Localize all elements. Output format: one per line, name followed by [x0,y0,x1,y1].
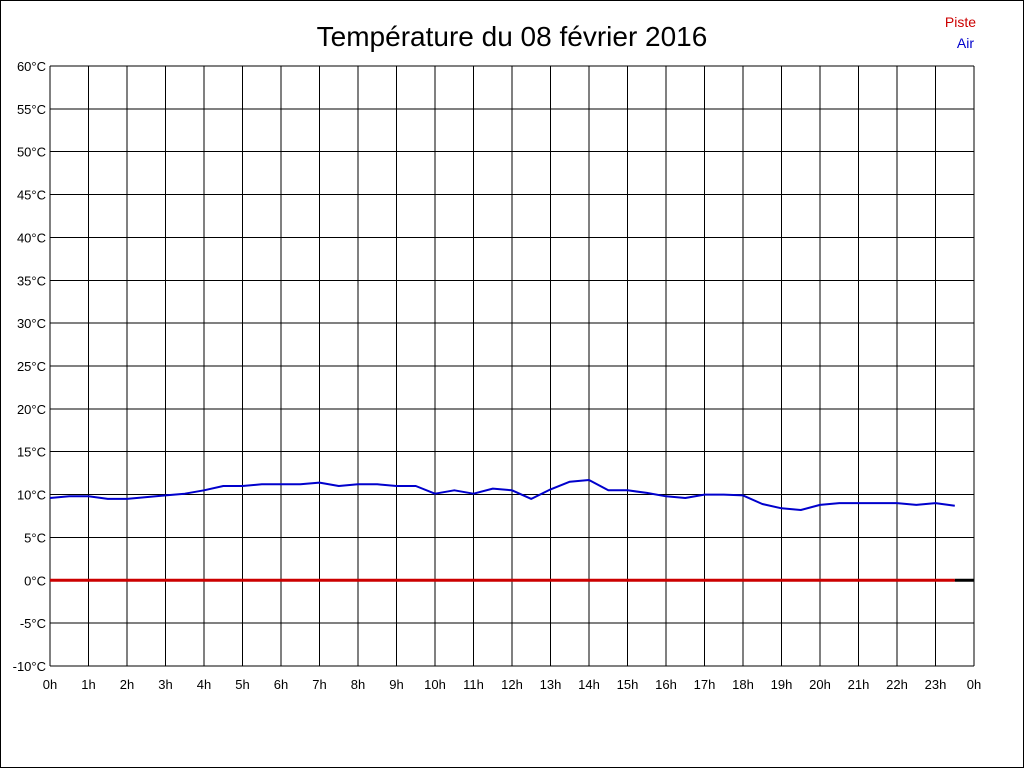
x-tick-label: 7h [312,677,326,692]
y-tick-label: -10°C [13,659,46,674]
y-tick-label: 5°C [24,530,46,545]
y-tick-label: 15°C [17,445,46,460]
chart-title: Température du 08 février 2016 [317,21,708,52]
legend-entry-air: Air [957,35,974,51]
series-line-air [49,479,955,511]
x-tick-label: 19h [771,677,793,692]
x-tick-label: 18h [732,677,754,692]
x-tick-label: 8h [351,677,365,692]
legend-entry-piste: Piste [945,14,976,30]
x-tick-label: 23h [925,677,947,692]
x-tick-label: 20h [809,677,831,692]
x-tick-label: 1h [81,677,95,692]
y-axis-ticks: 60°C 55°C 50°C 45°C 40°C 35°C 30°C 25°C 20°C 15°C… [13,59,46,674]
x-tick-label: 17h [694,677,716,692]
x-tick-label: 2h [120,677,134,692]
y-tick-label: 60°C [17,59,46,74]
y-tick-label: -5°C [20,616,46,631]
x-tick-label: 0h [967,677,981,692]
x-tick-label: 15h [617,677,639,692]
x-tick-label: 9h [389,677,403,692]
x-tick-label: 3h [158,677,172,692]
y-tick-label: 45°C [17,188,46,203]
y-tick-label: 30°C [17,316,46,331]
x-axis-ticks: 0h 1h 2h 3h 4h 5h 6h 7h 8h 9h 10h 11h 12h 13h 14h 15h 16… [43,677,981,692]
x-tick-label: 22h [886,677,908,692]
y-tick-label: 55°C [17,102,46,117]
x-tick-label: 21h [848,677,870,692]
y-tick-label: 0°C [24,573,46,588]
x-tick-label: 4h [197,677,211,692]
y-tick-label: 50°C [17,145,46,160]
y-tick-label: 35°C [17,273,46,288]
x-tick-label: 12h [501,677,523,692]
y-tick-label: 25°C [17,359,46,374]
x-tick-label: 0h [43,677,57,692]
x-tick-label: 5h [235,677,249,692]
x-tick-label: 13h [540,677,562,692]
y-tick-label: 10°C [17,488,46,503]
y-tick-label: 20°C [17,402,46,417]
y-tick-label: 40°C [17,230,46,245]
x-tick-label: 11h [463,677,484,692]
x-tick-label: 14h [578,677,600,692]
x-tick-label: 10h [424,677,446,692]
x-tick-label: 6h [274,677,288,692]
series-lines [49,479,955,582]
x-tick-label: 16h [655,677,677,692]
grid-lines [49,65,975,667]
